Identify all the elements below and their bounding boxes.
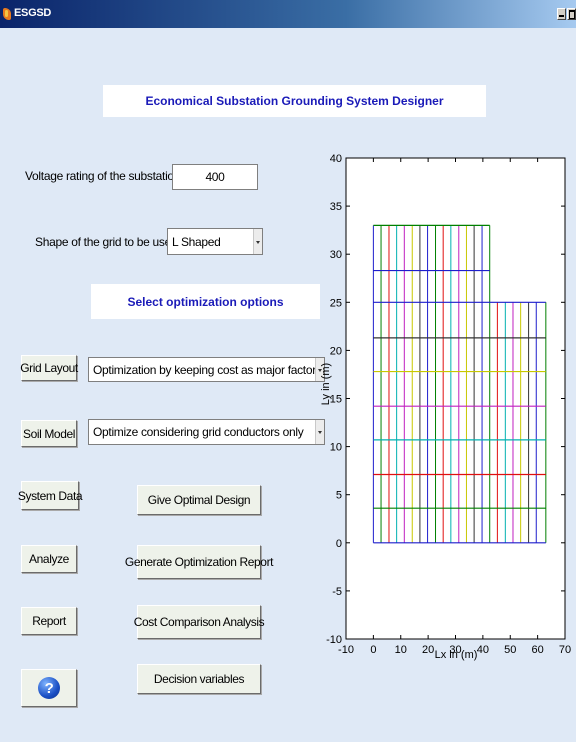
y-tick-label: 30 (330, 249, 342, 261)
y-tick-label: 10 (330, 442, 342, 454)
window-title: ESGSD (14, 7, 52, 19)
shape-selected: L Shaped (172, 234, 221, 249)
x-tick-label: 10 (395, 644, 407, 656)
cost-comparison-analysis-button[interactable]: Cost Comparison Analysis (134, 605, 265, 639)
plot-area (345, 157, 566, 640)
y-tick-label: 5 (336, 490, 342, 502)
y-tick-label: 25 (330, 297, 342, 309)
chevron-down-icon[interactable] (315, 420, 324, 444)
y-tick-label: 35 (330, 201, 342, 213)
x-tick-label: 20 (422, 644, 434, 656)
y-tick-label: -10 (326, 634, 342, 646)
generate-optimization-report-button[interactable]: Generate Optimization Report (125, 545, 274, 579)
x-tick-label: 0 (370, 644, 376, 656)
y-axis-label: Ly in (m) (320, 363, 332, 405)
grid-conductors (372, 224, 547, 544)
x-tick-label: 40 (477, 644, 489, 656)
shape-label: Shape of the grid to be used (35, 235, 178, 249)
soil-model-dropdown[interactable]: Optimize considering grid conductors onl… (88, 419, 325, 445)
minimize-button[interactable] (557, 8, 566, 20)
x-tick-label: -10 (338, 644, 354, 656)
grid-layout-dropdown[interactable]: Optimization by keeping cost as major fa… (88, 357, 325, 382)
optimization-heading: Select optimization options (127, 294, 284, 309)
decision-variables-button[interactable]: Decision variables (137, 664, 261, 694)
shape-dropdown[interactable]: L Shaped (167, 228, 263, 255)
give-optimal-design-button[interactable]: Give Optimal Design (137, 485, 261, 515)
grid-layout-selected: Optimization by keeping cost as major fa… (93, 362, 315, 377)
y-tick-label: 40 (330, 153, 342, 165)
y-tick-label: 0 (336, 538, 342, 550)
system-data-button[interactable]: System Data (18, 481, 83, 510)
voltage-input[interactable]: 400 (172, 164, 258, 190)
app-heading: Economical Substation Grounding System D… (145, 94, 444, 108)
chevron-down-icon[interactable] (253, 229, 262, 254)
title-bar: ESGSD (0, 0, 576, 28)
chevron-down-icon[interactable] (315, 358, 324, 381)
x-axis-label: Lx in (m) (435, 649, 478, 661)
soil-model-selected: Optimize considering grid conductors onl… (93, 425, 304, 439)
grid-layout-plot: -10 0 10 20 30 40 50 60 70-10-50510152025303540 … (320, 153, 571, 661)
grid-layout-button[interactable]: Grid Layout (20, 355, 78, 381)
question-mark-icon: ? (38, 677, 60, 699)
voltage-label: Voltage rating of the substation (25, 169, 181, 183)
x-tick-label: 50 (504, 644, 516, 656)
soil-model-button[interactable]: Soil Model (21, 420, 77, 447)
optimization-panel: Select optimization options (91, 284, 320, 319)
y-tick-label: 15 (330, 394, 342, 406)
y-tick-label: -5 (332, 586, 342, 598)
analyze-button[interactable]: Analyze (21, 545, 77, 573)
axis-ticks: -10 0 10 20 30 40 50 60 70 -10 -5 0 5 10 15 20 25 30 35 40 (326, 153, 571, 656)
app-icon (3, 8, 11, 20)
y-tick-label: 20 (330, 345, 342, 357)
x-tick-label: 60 (532, 644, 544, 656)
maximize-button[interactable] (567, 8, 576, 20)
report-button[interactable]: Report (21, 607, 77, 635)
x-tick-label: 70 (559, 644, 571, 656)
voltage-value: 400 (205, 170, 225, 184)
header-panel: Economical Substation Grounding System D… (103, 85, 486, 117)
help-button[interactable]: ? (21, 669, 77, 707)
x-tick-label: 30 (449, 644, 461, 656)
